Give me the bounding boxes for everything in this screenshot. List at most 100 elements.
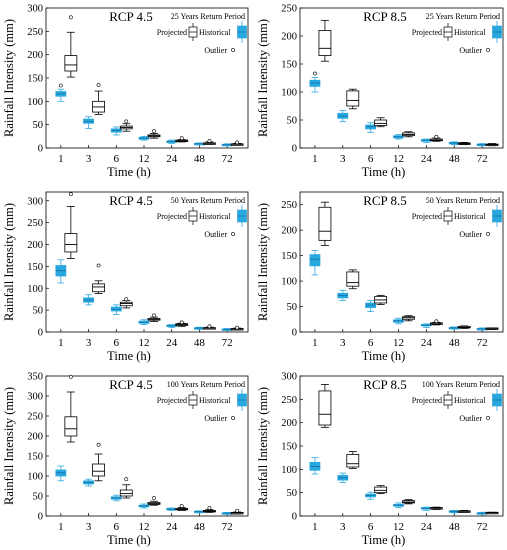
projected-box (374, 485, 388, 495)
historical-box (138, 503, 150, 509)
chart-panel-5: 0 50 100 150 200 250 300 350 1 3 6 12 24 48 72 Time (h)… (2, 372, 249, 547)
outlier-point (434, 319, 439, 324)
x-tick-label: 3 (340, 153, 346, 165)
outlier-point (124, 477, 129, 482)
box (346, 453, 360, 468)
projected-box (64, 374, 78, 443)
historical-box (420, 138, 432, 143)
projected-box (457, 509, 471, 513)
historical-box (166, 507, 178, 511)
projected-box (203, 324, 216, 330)
y-tick-label: 250 (27, 412, 43, 423)
chart-panel-4: 0 50 100 150 200 250 1 3 6 12 24 48 72 Time (h) Rainfa… (256, 191, 504, 363)
legend-outlier-label: Outlier (204, 46, 227, 55)
plot-frame (45, 191, 249, 333)
y-tick-label: 100 (27, 284, 43, 295)
historical-box (166, 139, 178, 144)
projected-box (346, 269, 360, 290)
y-tick-label: 50 (287, 116, 298, 127)
y-axis-label: Rainfall Intensity (mm) (2, 19, 16, 137)
y-tick-label: 250 (281, 200, 297, 211)
box (318, 29, 332, 57)
x-tick-label: 12 (393, 521, 404, 533)
outlier-point (124, 119, 129, 124)
projected-box (92, 263, 105, 294)
chart-title: RCP 4.5 (109, 193, 153, 208)
historical-box (83, 294, 94, 306)
chart-panel-3: 0 50 100 150 200 250 300 1 3 6 12 24 48 72 Time (h) Rai… (2, 191, 249, 363)
box (346, 271, 360, 287)
outlier-point (207, 324, 212, 329)
projected-box (402, 499, 415, 505)
plot-frame (45, 375, 249, 517)
historical-box (110, 304, 122, 315)
historical-box (309, 250, 321, 276)
y-axis-label: Rainfall Intensity (mm) (256, 19, 270, 137)
legend: Projected Historical Outlier (412, 389, 502, 423)
legend-projected-label: Projected (412, 212, 442, 221)
chart-panel-6: 0 50 100 150 200 250 300 1 3 6 12 24 48 72 Time (h) Rai… (256, 372, 504, 547)
y-tick-label: 250 (27, 27, 43, 38)
y-tick-label: 250 (281, 4, 297, 15)
outlier-point (96, 83, 101, 87)
y-tick-label: 250 (27, 218, 43, 229)
projected-box (318, 19, 332, 62)
legend-projected-label: Projected (157, 396, 187, 405)
x-tick-label: 48 (449, 153, 461, 165)
x-tick-label: 72 (222, 521, 233, 533)
projected-box (485, 143, 499, 147)
projected-box (147, 129, 161, 139)
projected-box (147, 313, 161, 322)
historical-box (476, 143, 488, 147)
historical-box (337, 110, 349, 123)
y-tick-label: 350 (27, 372, 43, 383)
historical-box (55, 465, 67, 482)
projected-box (175, 320, 189, 327)
x-tick-label: 72 (477, 521, 488, 533)
x-tick-label: 1 (58, 521, 64, 533)
historical-box (365, 300, 377, 313)
x-axis-label: Time (h) (107, 533, 151, 547)
x-tick-label: 3 (340, 521, 346, 533)
x-tick-label: 1 (312, 521, 318, 533)
outlier-point (152, 496, 156, 500)
outlier-point (179, 136, 184, 141)
x-tick-label: 72 (222, 153, 233, 165)
historical-box (194, 142, 205, 146)
box (119, 489, 133, 497)
projected-box (402, 131, 415, 138)
projected-box (230, 508, 244, 515)
chart-subtitle: 50 Years Return Period (426, 196, 500, 205)
box (318, 206, 332, 241)
x-tick-label: 24 (421, 337, 433, 349)
x-tick-label: 48 (194, 521, 206, 533)
projected-box (457, 325, 471, 329)
x-tick-label: 72 (477, 337, 488, 349)
y-tick-label: 0 (38, 512, 43, 523)
projected-box (203, 506, 216, 513)
x-tick-label: 1 (312, 337, 318, 349)
x-tick-label: 48 (449, 337, 461, 349)
box (64, 55, 78, 72)
projected-box (175, 136, 189, 143)
outlier-point (124, 297, 129, 302)
historical-box (221, 512, 233, 515)
historical-box (221, 143, 233, 147)
projected-box (175, 504, 189, 511)
x-tick-label: 12 (139, 337, 150, 349)
x-tick-label: 6 (114, 153, 120, 165)
legend-projected-label: Projected (157, 212, 187, 221)
x-axis-label: Time (h) (362, 349, 406, 363)
box (309, 254, 321, 267)
y-axis-label: Rainfall Intensity (mm) (2, 203, 16, 321)
outlier-point (96, 442, 101, 447)
chart-title: RCP 4.5 (109, 377, 153, 392)
outlier-point (179, 320, 184, 325)
legend-outlier-marker (231, 232, 235, 236)
projected-box (318, 383, 332, 428)
projected-box (64, 192, 78, 259)
chart-title: RCP 8.5 (363, 193, 407, 208)
y-tick-label: 50 (33, 120, 44, 131)
projected-box (92, 442, 105, 482)
